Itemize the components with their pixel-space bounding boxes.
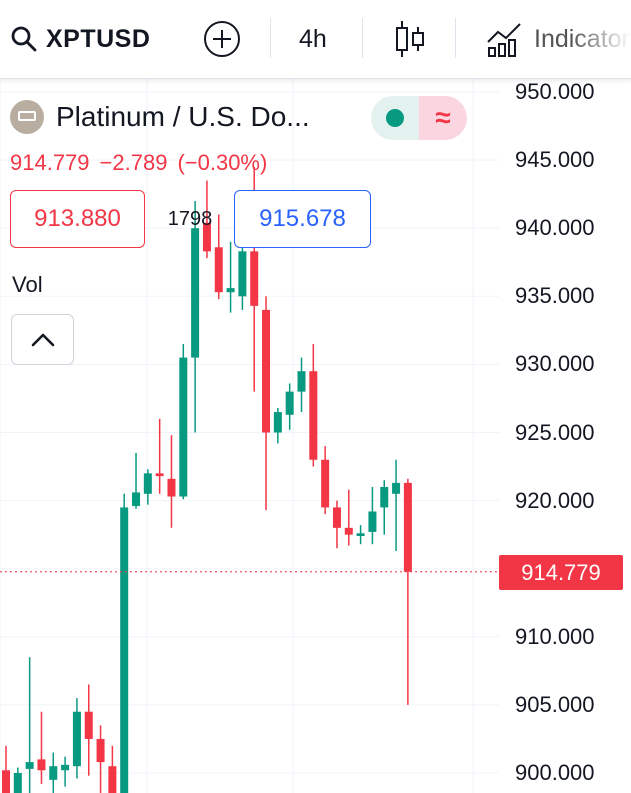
toolbar-divider [362,18,363,58]
candle-body [49,766,58,780]
last-price-tag: 914.779 [499,555,623,590]
candles-icon [396,21,424,57]
candle-body [285,391,294,415]
candle-body [132,492,141,507]
candle-body [61,764,70,771]
chevron-up-icon [31,333,54,346]
candle-body [191,228,200,358]
toolbar-divider [270,18,271,58]
top-toolbar: XPTUSD 4h Indicators [0,0,631,79]
collapse-legend-button[interactable] [11,314,74,365]
candle-body [226,288,235,293]
compare-button[interactable] [202,0,242,78]
candle-body [96,738,105,763]
price-axis-label: 950.000 [515,79,595,104]
candle-body [37,759,46,771]
sell-button[interactable]: 913.880 [10,190,145,248]
price-axis-label: 900.000 [515,760,595,785]
candle-body [262,309,271,433]
candle-body [155,473,164,477]
candle-body [380,486,389,508]
candle-body [2,770,10,793]
price-axis-label: 940.000 [515,215,595,241]
price-axis-label: 930.000 [515,351,595,377]
candle-body [72,711,81,767]
candle-body [13,773,22,793]
candle-body [321,459,330,508]
platinum-logo-icon [10,100,44,134]
candle-body [167,478,176,497]
candle-body [297,371,306,392]
candle-body [250,251,259,306]
volume-label[interactable]: Vol [12,272,43,297]
green-dot-icon [386,109,404,127]
symbol-search-button[interactable]: XPTUSD [10,0,150,78]
legend-price-line: 914.779 −2.789 (−0.30%) [10,150,277,176]
candle-body [344,527,353,535]
market-status-pill[interactable]: ≈ [371,96,467,140]
add-circle-icon [204,21,240,57]
candle-body [108,766,117,793]
interval-label: 4h [299,24,327,53]
price-axis-label: 910.000 [515,623,595,649]
symbol-label: XPTUSD [46,24,151,53]
price-axis-label: 935.000 [515,283,595,309]
price-axis-label: 925.000 [515,419,595,445]
candle-body [120,507,129,793]
symbol-description: Platinum / U.S. Do... [56,101,310,132]
indicators-icon [487,23,521,57]
candle-body [392,482,401,494]
symbol-legend-title[interactable]: Platinum / U.S. Do... [10,100,310,134]
candle-body [403,482,412,572]
candle-body [25,762,34,769]
candle-body [238,251,247,297]
price-axis-label: 905.000 [515,691,595,717]
price-axis-label: 945.000 [515,147,595,173]
candle-body [356,533,365,537]
chart-type-button[interactable] [394,0,426,78]
search-icon [11,26,37,52]
candle-body [214,247,223,293]
spread-value: 1798 [167,207,213,230]
candle-body [309,371,318,460]
legend-last-price: 914.779 [10,150,90,175]
toolbar-fade [571,0,631,78]
price-axis-label: 920.000 [515,487,595,513]
legend-change: −2.789 [99,150,168,175]
approx-icon: ≈ [419,96,467,140]
candle-body [179,357,188,497]
buy-button[interactable]: 915.678 [234,190,371,248]
interval-button[interactable]: 4h [299,0,327,78]
candle-body [273,412,282,433]
candle-body [84,711,93,739]
candle-body [143,473,152,494]
candle-body [332,507,341,528]
market-open-indicator [371,96,419,140]
toolbar-divider [455,18,456,58]
candle-body [368,511,377,532]
legend-change-pct: (−0.30%) [177,150,268,175]
candle-body [202,222,211,252]
